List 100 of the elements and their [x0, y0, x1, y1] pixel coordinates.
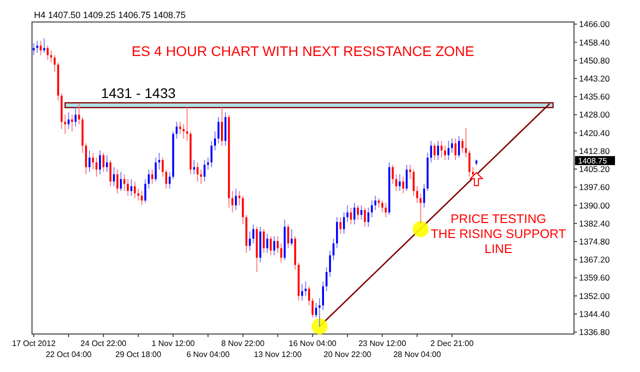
candlestick [46, 45, 49, 60]
candlestick [374, 195, 376, 211]
x-tick-label: 17 Oct 2012 [12, 339, 56, 348]
x-tick-label: 28 Nov 04:00 [393, 350, 442, 359]
candlestick [412, 169, 415, 196]
y-tick-label: 1450.80 [579, 55, 610, 66]
candlestick [64, 114, 66, 134]
candlestick [381, 200, 384, 213]
candlestick [248, 231, 251, 252]
candlestick [137, 188, 140, 202]
candlestick [370, 200, 373, 218]
candlestick [207, 157, 209, 170]
candlestick [88, 150, 90, 172]
candlestick [196, 162, 199, 182]
candlestick [186, 107, 188, 142]
y-tick-label: 1397.60 [579, 182, 610, 192]
x-tick-label: 20 Nov 22:00 [324, 350, 372, 359]
x-tick-label: 22 Oct 04:00 [46, 350, 92, 359]
candlestick [109, 160, 112, 187]
candlestick [462, 138, 464, 154]
x-tick-label: 24 Oct 22:00 [80, 339, 127, 348]
candlestick [116, 169, 118, 194]
candlestick [102, 152, 104, 172]
x-tick-label: 29 Oct 18:00 [115, 350, 162, 359]
candlestick [308, 286, 310, 306]
candlestick [123, 174, 126, 192]
candlestick [378, 198, 380, 208]
candlestick [451, 138, 453, 154]
candlestick [43, 38, 46, 54]
x-tick-label: 2 Dec 21:00 [430, 339, 474, 348]
candlestick [315, 302, 318, 318]
candlestick [448, 140, 450, 161]
candlestick [430, 140, 432, 163]
candlestick [162, 157, 164, 178]
candlestick [71, 114, 74, 132]
text: H4 1407.50 1409.25 1406.75 1408.75 [34, 10, 186, 20]
candlestick [78, 103, 80, 125]
candlestick [214, 130, 216, 151]
band-label: 1431 - 1433 [100, 84, 176, 101]
candlestick [210, 140, 212, 168]
y-tick-label: 1435.60 [579, 92, 610, 102]
candlestick [329, 250, 331, 278]
candlestick [54, 54, 56, 72]
candlestick [346, 204, 348, 222]
y-tick-label: 1466.00 [579, 19, 610, 30]
y-tick-label: 1405.20 [579, 164, 610, 174]
candlestick [322, 281, 324, 311]
candlestick [360, 204, 362, 220]
candlestick [182, 124, 185, 140]
annotation: PRICE TESTING THE RISING SUPPORT LINE [430, 212, 566, 256]
candlestick [193, 160, 196, 175]
y-tick-label: 1336.80 [579, 327, 610, 338]
candlestick [218, 116, 220, 144]
candlestick [68, 112, 70, 130]
candlestick [112, 166, 115, 187]
candlestick [458, 136, 460, 158]
candlestick [342, 212, 345, 234]
candlestick [290, 228, 293, 246]
candlestick [367, 207, 370, 228]
text: ES 4 HOUR CHART WITH NEXT RESISTANCE ZONE [132, 43, 474, 59]
candlestick [468, 150, 470, 178]
candlestick [165, 169, 168, 190]
candlestick [318, 298, 321, 328]
candlestick [340, 216, 342, 234]
candlestick [252, 224, 254, 244]
candlestick [85, 142, 87, 175]
candlestick [304, 281, 307, 296]
candlestick [130, 178, 132, 196]
candlestick [353, 202, 356, 225]
x-tick-label: 1 Nov 12:00 [152, 339, 196, 348]
candlestick [224, 112, 226, 146]
y-tick-label: 1382.40 [579, 218, 610, 228]
y-tick-label: 1420.40 [579, 128, 610, 138]
x-tick-label: 6 Nov 04:00 [186, 350, 230, 359]
candlestick [140, 190, 143, 206]
text: 1408.75 [578, 156, 608, 166]
candlestick [332, 238, 334, 261]
candlestick [106, 154, 108, 172]
candlestick [99, 150, 101, 175]
candlestick [134, 180, 136, 199]
candlestick [326, 266, 328, 292]
candlestick [96, 157, 98, 178]
candlestick [120, 171, 122, 192]
y-tick-label: 1443.20 [579, 73, 610, 84]
x-tick-label: 8 Nov 22:00 [221, 339, 265, 348]
candlestick [454, 138, 456, 161]
candlestick [420, 192, 422, 224]
candlestick [406, 164, 408, 192]
candlestick [423, 183, 426, 208]
x-tick-label: 23 Nov 12:00 [358, 339, 407, 348]
candlestick [409, 164, 412, 180]
candlestick [364, 207, 366, 228]
y-tick-label: 1458.40 [579, 37, 610, 48]
candlestick [356, 204, 359, 220]
x-tick-label: 16 Nov 04:00 [288, 339, 337, 348]
candlestick [176, 121, 178, 140]
candlestick [234, 188, 237, 211]
candlestick [242, 195, 244, 225]
candlestick [312, 298, 314, 318]
y-tick-label: 1352.00 [579, 290, 610, 301]
